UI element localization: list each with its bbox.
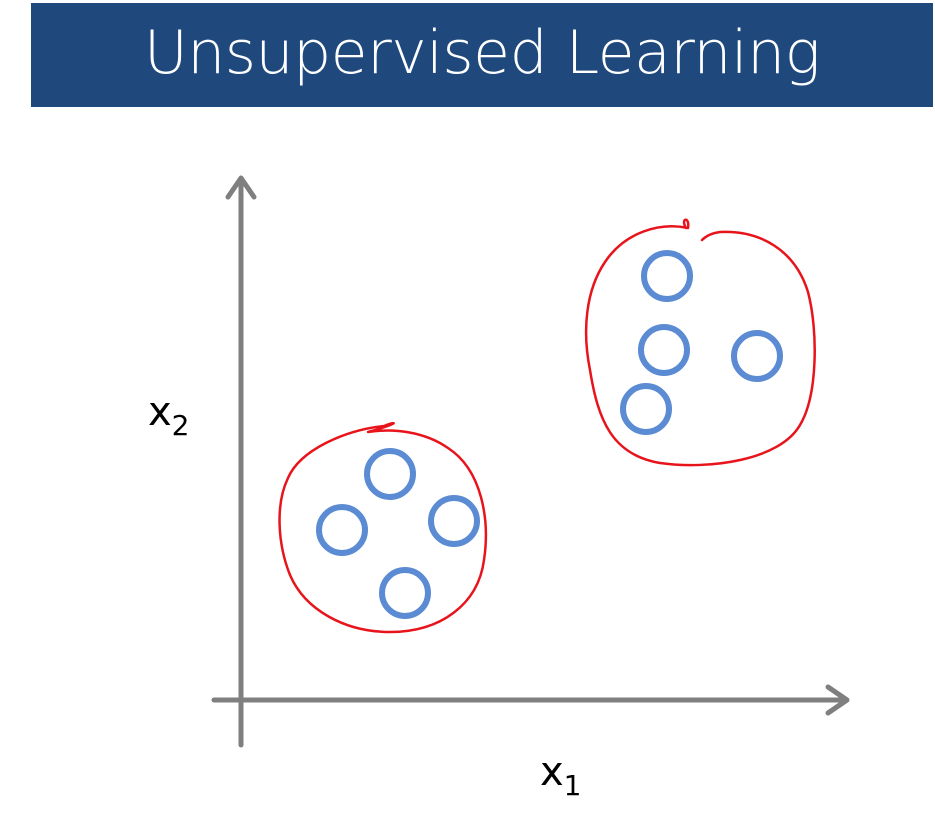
title-banner: Unsupervised Learning: [31, 3, 933, 107]
data-point: [731, 330, 783, 382]
x-axis-arrowhead: [825, 684, 850, 716]
data-point: [620, 383, 672, 435]
slide-title: Unsupervised Learning: [143, 18, 821, 88]
y-axis-arrowhead: [225, 175, 257, 200]
data-point: [641, 250, 693, 302]
data-point: [428, 495, 480, 547]
data-point: [638, 324, 690, 376]
data-point: [316, 504, 368, 556]
cluster-1-outline: [278, 421, 488, 634]
x-axis-label: x1: [540, 749, 582, 802]
y-axis-label: x2: [148, 389, 190, 442]
data-point: [364, 448, 416, 500]
data-point: [379, 567, 431, 619]
cluster-2-outline: [584, 218, 816, 467]
